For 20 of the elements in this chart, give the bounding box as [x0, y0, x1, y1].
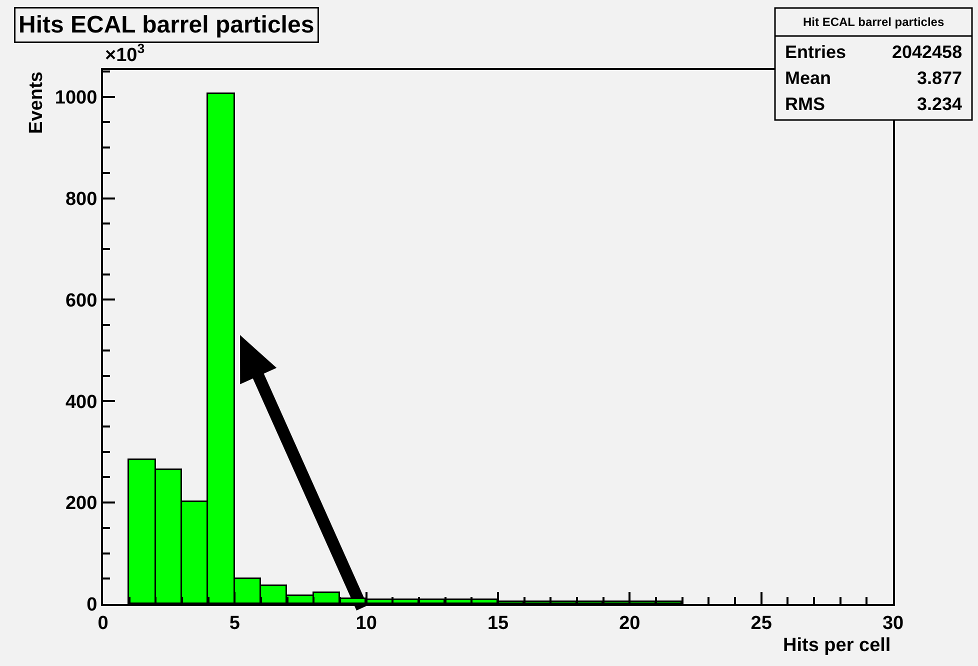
chart-title: Hits ECAL barrel particles: [18, 12, 314, 38]
x-tick-label: 25: [750, 612, 772, 634]
y-axis-title: Events: [26, 72, 47, 134]
text: Mean 3.877: [785, 68, 962, 88]
y-tick-label: 800: [65, 188, 98, 210]
text: RMS 3.234: [785, 94, 962, 114]
x-tick-label: 30: [882, 612, 904, 634]
x-tick-label: 20: [619, 612, 640, 634]
text: Entries 2042458: [785, 42, 962, 62]
y-tick-label: 200: [65, 493, 98, 514]
x-tick-label: 10: [356, 612, 377, 634]
y-tick-label: 400: [65, 392, 98, 413]
x-tick-label: 5: [229, 612, 240, 634]
text: Hit ECAL barrel particles: [803, 15, 944, 29]
text: ×10$^{3}$: [105, 41, 145, 66]
y-tick-label: 600: [65, 290, 98, 312]
x-axis-title: Hits per cell: [783, 635, 891, 656]
y-tick-label: 0: [86, 594, 98, 616]
x-tick-label: 15: [487, 612, 509, 634]
y-tick-label: 1000: [54, 88, 98, 109]
